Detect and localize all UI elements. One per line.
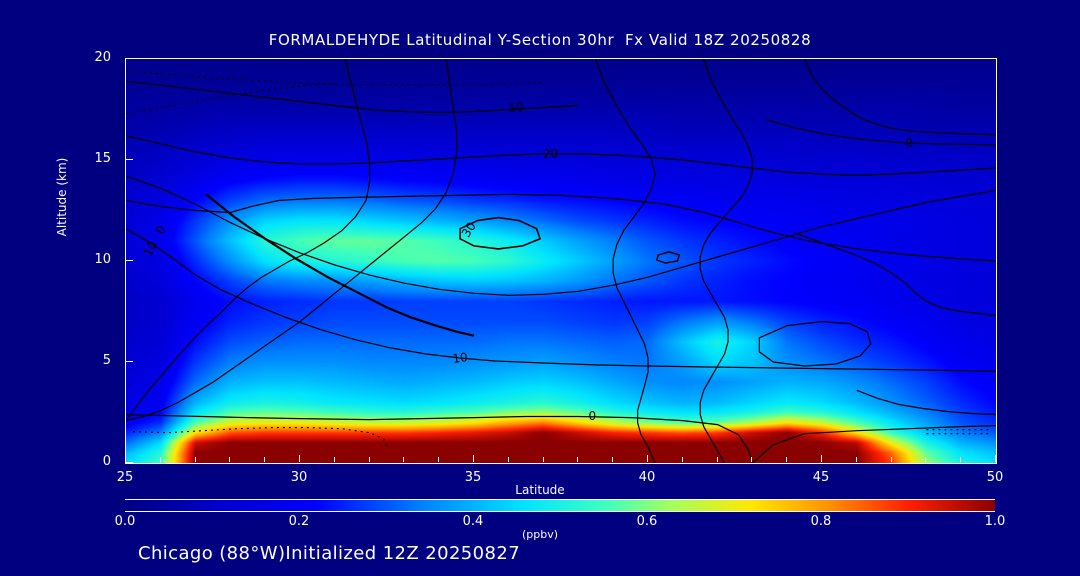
colorbar-tick-label: 0.0 (114, 514, 136, 529)
colorbar-units: (ppbv) (521, 528, 559, 541)
y-axis-tick-label: 5 (102, 353, 111, 368)
chart-title: FORMALDEHYDE Latitudinal Y-Section 30hr … (268, 31, 812, 49)
y-axis-label: Altitude (km) (55, 157, 69, 237)
x-axis-label: Latitude (515, 483, 565, 497)
colorbar-tick-label: 0.8 (810, 514, 832, 529)
colorbar (125, 499, 995, 512)
plot-area: 0 10 10 20 30 0 0 10 (125, 58, 997, 464)
formaldehyde-field (126, 59, 996, 463)
colorbar-tick-label: 0.4 (462, 514, 484, 529)
y-axis-tick-label: 15 (94, 151, 111, 166)
figure-caption: Chicago (88°W)Initialized 12Z 20250827 (138, 543, 521, 564)
y-axis-tick-label: 10 (94, 252, 111, 267)
y-axis-tick-label: 20 (94, 50, 111, 65)
colorbar-tick-label: 0.6 (636, 514, 658, 529)
colorbar-tick-label: 0.2 (288, 514, 310, 529)
y-axis-tick-label: 0 (102, 454, 111, 469)
colorbar-tick-label: 1.0 (984, 514, 1006, 529)
